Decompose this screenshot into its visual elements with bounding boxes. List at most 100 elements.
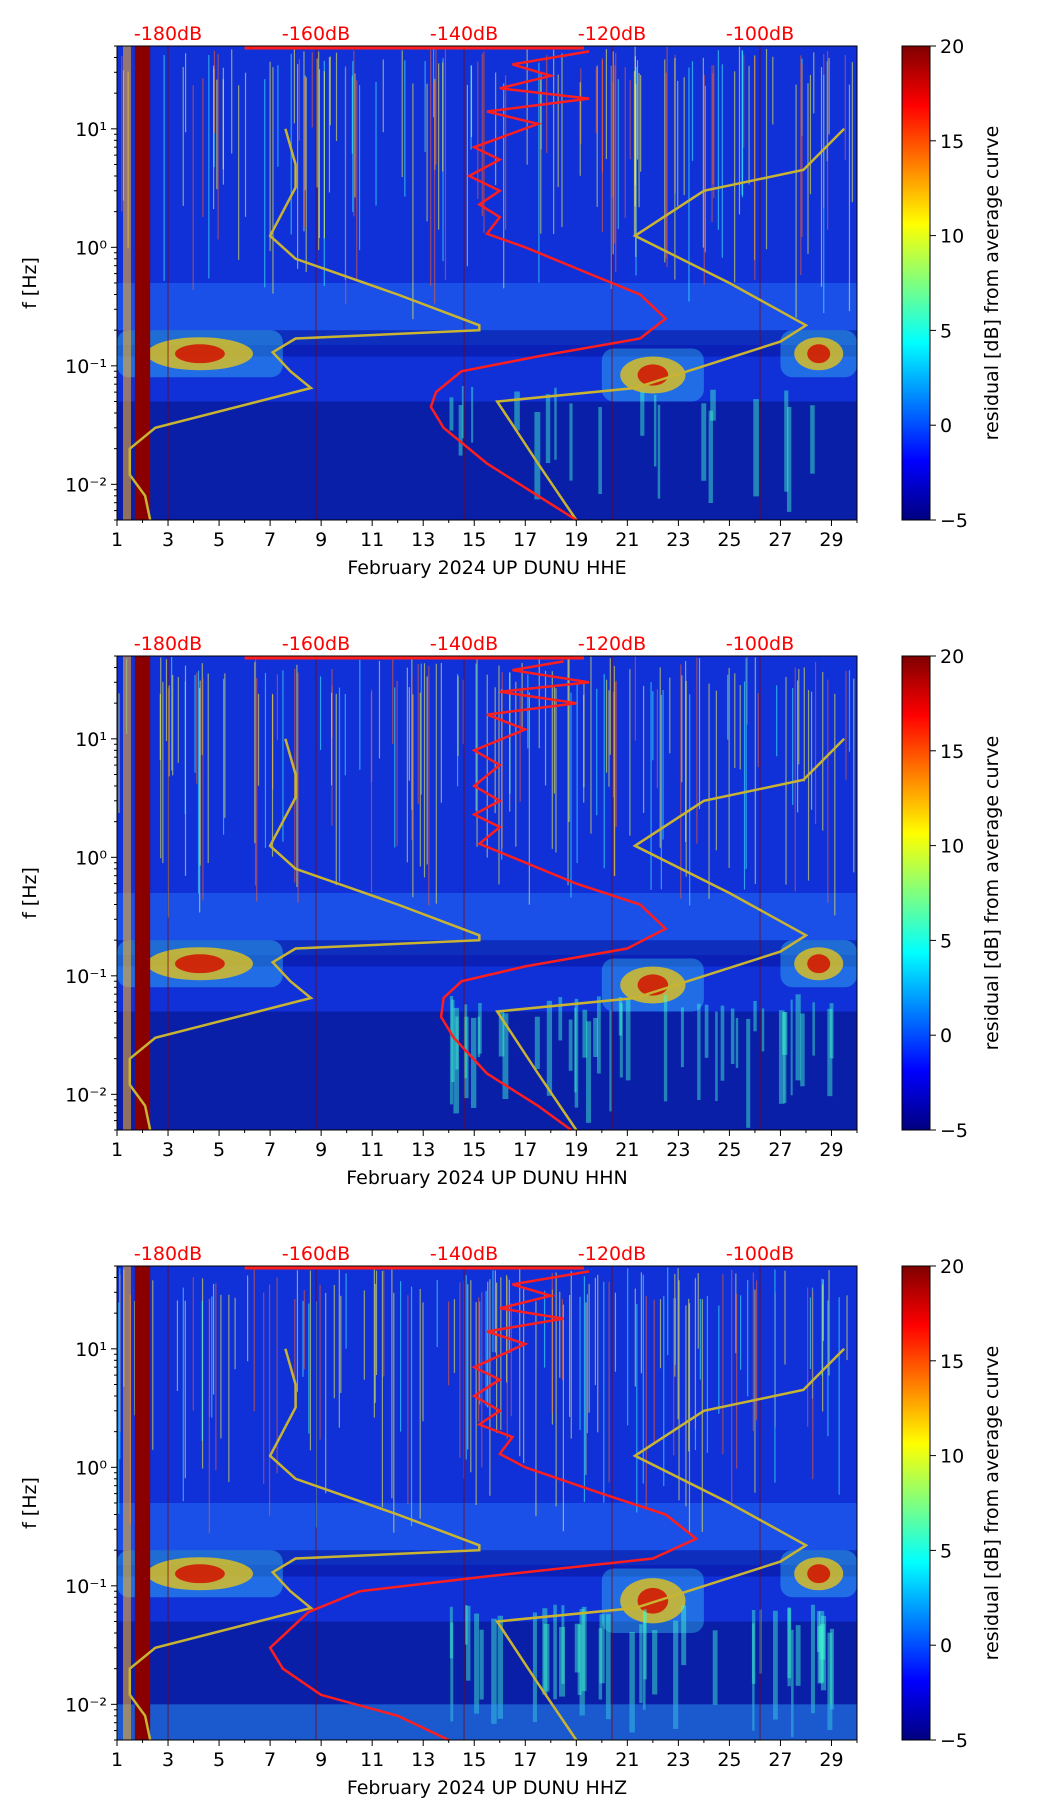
- heatmap-transient-streak: [596, 65, 598, 207]
- heatmap-transient-streak: [194, 674, 196, 773]
- db-axis-label: -100dB: [726, 23, 794, 45]
- heatmap-transient-streak: [391, 1267, 393, 1499]
- heatmap-low-frequency-flash: [629, 1632, 635, 1733]
- heatmap-transient-streak: [305, 77, 307, 273]
- heatmap-low-frequency-flash: [455, 1016, 459, 1070]
- heatmap-transient-streak: [810, 691, 813, 810]
- heatmap-low-frequency-flash: [478, 1003, 482, 1054]
- heatmap-low-frequency-flash: [574, 1007, 577, 1093]
- heatmap-low-frequency-flash: [474, 1613, 480, 1714]
- heatmap-transient-streak: [696, 657, 698, 844]
- noise-model-high-line: [495, 1347, 846, 1741]
- x-tick-label: 27: [768, 1139, 792, 1161]
- heatmap-transient-streak: [254, 662, 256, 844]
- heatmap-transient-streak: [814, 661, 817, 824]
- heatmap-transient-streak: [304, 75, 306, 191]
- heatmap-transient-streak: [717, 50, 719, 230]
- heatmap-transient-streak: [688, 67, 690, 302]
- heatmap-low-frequency-flash: [712, 1630, 718, 1705]
- x-axis-label: February 2024 UP DUNU HHN: [346, 1167, 628, 1189]
- heatmap-transient-streak: [579, 82, 581, 176]
- x-tick-label: 1: [111, 529, 123, 551]
- heatmap-low-frequency-flash: [639, 1624, 643, 1704]
- x-tick-label: 15: [462, 1139, 486, 1161]
- x-tick-label: 21: [615, 529, 639, 551]
- heatmap-transient-streak: [432, 49, 435, 118]
- heatmap-transient-streak: [426, 83, 428, 222]
- heatmap-transient-streak: [748, 65, 750, 185]
- colorbar-tick-label: −5: [940, 1730, 968, 1752]
- heatmap-transient-streak: [323, 71, 326, 239]
- heatmap-transient-streak: [640, 74, 642, 172]
- heatmap-transient-streak: [515, 681, 517, 847]
- heatmap-transient-streak: [159, 693, 161, 761]
- heatmap-low-frequency-flash: [827, 1008, 833, 1097]
- heatmap-low-frequency-flash: [568, 1019, 573, 1071]
- heatmap-transient-streak: [268, 1284, 271, 1516]
- heatmap-band-peak: [175, 344, 225, 364]
- heatmap-low-frequency-flash: [619, 1003, 623, 1078]
- heatmap-low-frequency-flash: [791, 1629, 794, 1738]
- heatmap-transient-streak: [559, 1291, 561, 1378]
- heatmap-transient-streak: [163, 55, 165, 281]
- x-tick-label: 27: [768, 1749, 792, 1771]
- heatmap-transient-streak: [807, 83, 809, 254]
- heatmap-transient-streak: [683, 77, 685, 196]
- heatmap-transient-streak: [610, 65, 612, 289]
- heatmap-low-frequency-flash: [479, 1629, 484, 1700]
- heatmap-transient-streak: [586, 1294, 588, 1434]
- heatmap-low-frequency-flash: [451, 999, 455, 1083]
- heatmap-transient-streak: [199, 680, 201, 866]
- heatmap-transient-streak: [231, 49, 233, 154]
- heatmap-low-frequency-flash: [577, 1624, 582, 1695]
- colorbar-gradient: [901, 655, 931, 1131]
- x-tick-label: 27: [768, 529, 792, 551]
- heatmap-low-frequency-flash: [810, 1604, 815, 1714]
- heatmap-transient-streak: [711, 65, 713, 223]
- x-tick-label: 11: [360, 1139, 384, 1161]
- heatmap-transient-streak: [411, 675, 413, 840]
- heatmap-low-frequency-flash: [673, 1620, 679, 1729]
- heatmap-transient-streak: [244, 72, 247, 217]
- heatmap-transient-streak: [562, 1304, 564, 1532]
- heatmap-transient-streak: [358, 85, 361, 251]
- colorbar-tick-label: 10: [940, 836, 964, 858]
- heatmap-transient-streak: [697, 1273, 699, 1349]
- heatmap-low-frequency-flash: [704, 1004, 709, 1058]
- heatmap-low-frequency-flash: [784, 390, 789, 492]
- heatmap-transient-streak: [567, 658, 569, 886]
- y-tick-label: 10⁰: [75, 847, 107, 869]
- heatmap-transient-streak: [396, 680, 398, 846]
- heatmap-low-frequency-flash: [553, 1604, 557, 1700]
- x-tick-label: 17: [513, 1749, 537, 1771]
- heatmap-transient-streak: [614, 65, 616, 244]
- heatmap-transient-streak: [553, 687, 555, 794]
- heatmap-transient-streak: [271, 693, 274, 857]
- psd-curve-line: [439, 660, 668, 1132]
- heatmap-transient-streak: [601, 60, 604, 173]
- heatmap-low-frequency-flash: [599, 1614, 605, 1684]
- heatmap-transient-streak: [475, 663, 477, 811]
- heatmap-transient-streak: [568, 659, 570, 822]
- heatmap-transient-streak: [383, 1270, 385, 1377]
- heatmap-transient-streak: [677, 80, 679, 207]
- heatmap-transient-streak: [330, 692, 333, 786]
- y-tick-label: 10¹: [75, 1339, 107, 1361]
- heatmap-transient-streak: [311, 52, 313, 128]
- heatmap-transient-streak: [475, 1302, 477, 1505]
- heatmap-transient-streak: [691, 61, 694, 161]
- heatmap-transient-streak: [293, 49, 295, 124]
- heatmap-transient-streak: [846, 1295, 848, 1361]
- heatmap-low-frequency-flash: [463, 1016, 469, 1099]
- heatmap-transient-streak: [718, 1305, 720, 1414]
- heatmap-transient-streak: [844, 55, 846, 160]
- heatmap-transient-streak: [603, 674, 605, 869]
- colorbar-tick-label: −5: [940, 510, 968, 532]
- heatmap-transient-streak: [595, 67, 597, 134]
- heatmap-low-frequency-flash: [761, 1008, 765, 1052]
- heatmap-transient-streak: [440, 663, 442, 803]
- y-tick-label: 10⁰: [75, 237, 107, 259]
- heatmap-transient-streak: [609, 658, 611, 755]
- heatmap-low-frequency-flash: [746, 1018, 751, 1128]
- x-tick-label: 17: [513, 529, 537, 551]
